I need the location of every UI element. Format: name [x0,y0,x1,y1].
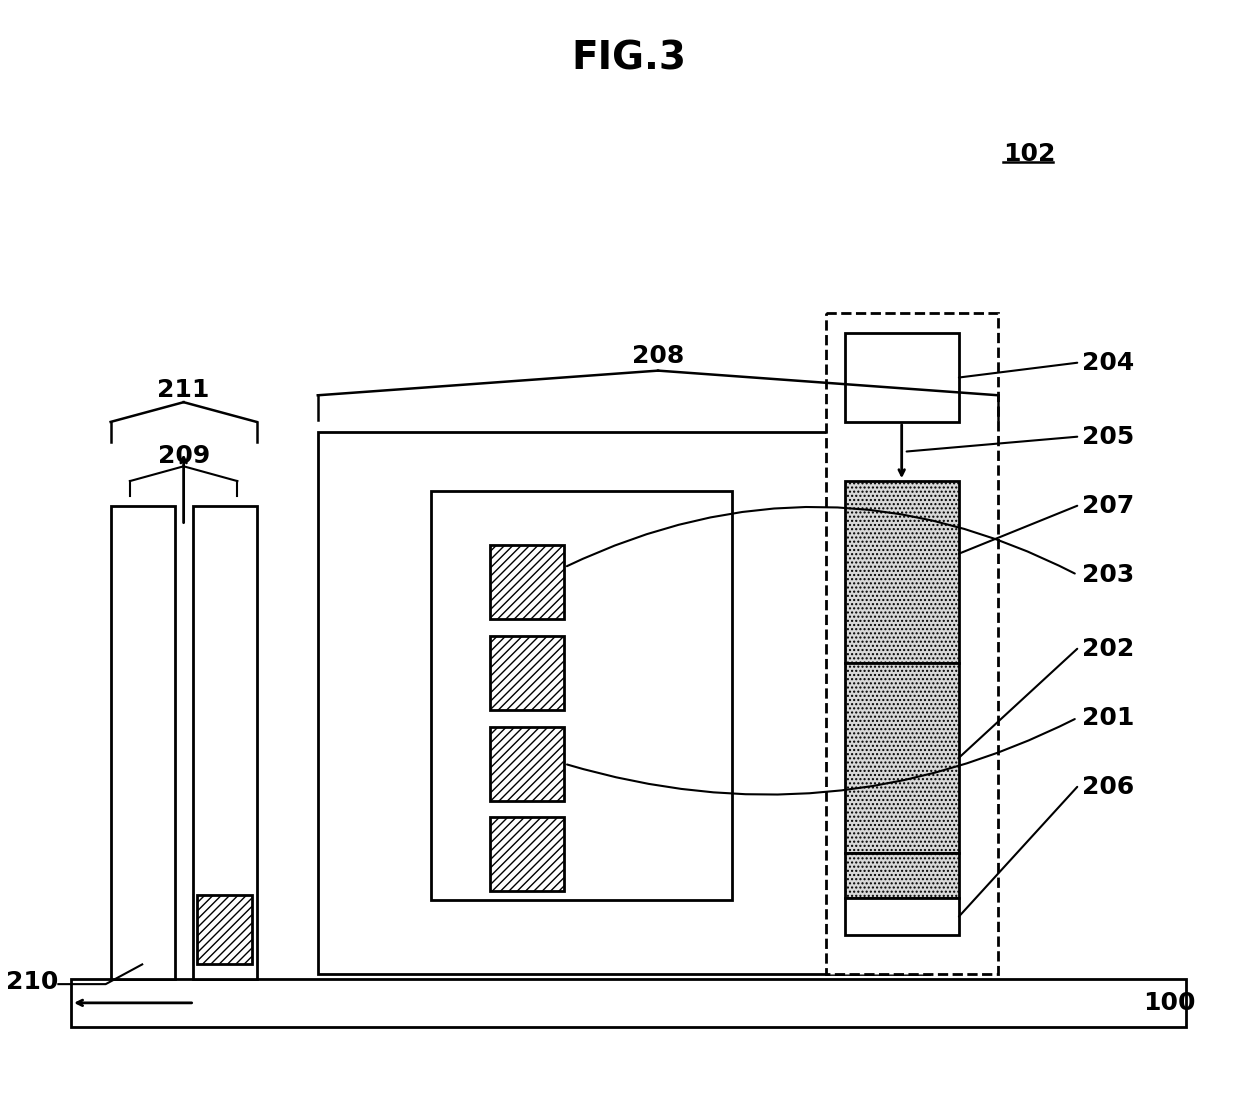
Text: 202: 202 [1083,637,1135,661]
Bar [110,506,175,979]
Text: 211: 211 [157,379,210,402]
Text: 210: 210 [6,970,58,995]
Bar [490,727,564,801]
Text: 209: 209 [157,445,210,468]
Text: 100: 100 [1143,991,1195,1015]
Bar [490,636,564,710]
Bar [71,979,1185,1027]
Bar [192,506,257,979]
Bar [197,895,252,964]
Bar [317,432,929,974]
Text: 204: 204 [1083,351,1135,375]
Bar [490,818,564,892]
Bar [846,663,959,853]
Text: 203: 203 [1083,562,1135,587]
Bar [490,545,564,619]
Text: 206: 206 [1083,775,1135,799]
Text: FIG.3: FIG.3 [570,40,686,78]
Bar [846,333,959,422]
Bar [846,898,959,935]
Text: 208: 208 [632,344,684,367]
Bar [846,853,959,898]
Bar [826,314,998,974]
Text: 102: 102 [1003,141,1055,166]
Bar [432,491,732,900]
Bar [846,482,959,663]
Text: 201: 201 [1083,706,1135,730]
Text: 207: 207 [1083,494,1135,517]
Text: 205: 205 [1083,424,1135,449]
